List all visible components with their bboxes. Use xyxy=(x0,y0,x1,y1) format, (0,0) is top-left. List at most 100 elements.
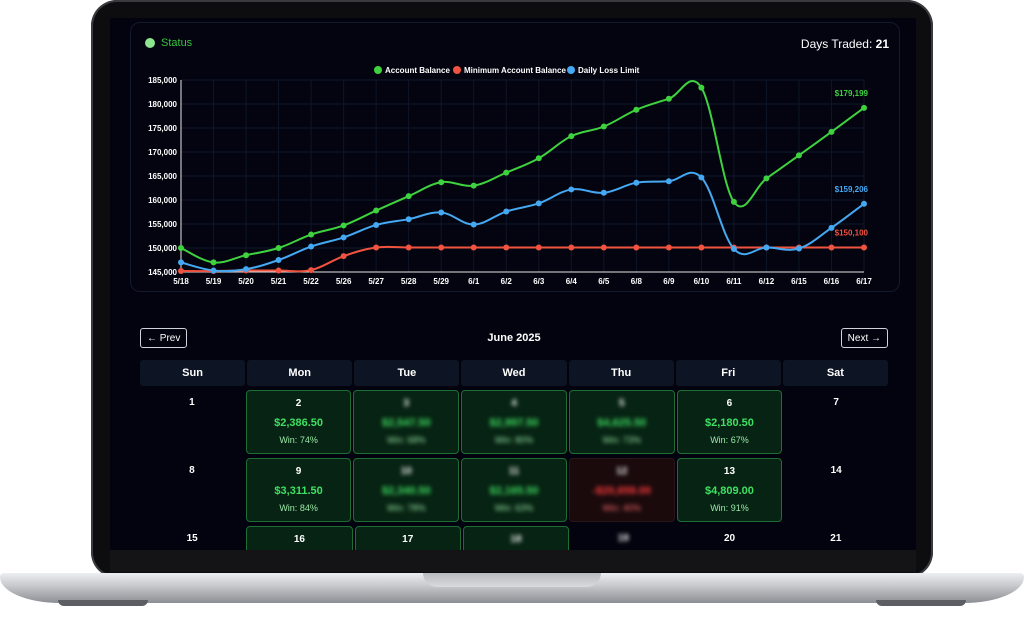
calendar-day-cell[interactable]: 13 $4,809.00 Win: 91% xyxy=(676,458,783,522)
y-tick-label: 185,000 xyxy=(148,76,177,85)
days-traded: Days Traded: 21 xyxy=(801,37,889,51)
day-number: 19 xyxy=(617,533,629,544)
day-number: 6 xyxy=(726,398,733,409)
data-point xyxy=(438,179,445,186)
day-win-rate: Win: 80% xyxy=(494,435,534,445)
calendar-header: ← Prev June 2025 Next → xyxy=(140,328,888,350)
x-tick-label: 6/11 xyxy=(726,277,742,286)
data-point xyxy=(828,128,835,135)
month-title: June 2025 xyxy=(487,332,541,344)
data-point xyxy=(308,267,315,274)
data-point xyxy=(470,221,477,228)
data-point xyxy=(503,169,510,176)
data-point xyxy=(633,244,640,251)
data-point xyxy=(438,209,445,216)
calendar-day-cell: 20 xyxy=(677,526,781,550)
legend-marker xyxy=(453,66,461,74)
calendar-day-cell[interactable]: 17 xyxy=(354,526,461,550)
calendar-day-cell[interactable]: 2 $2,386.50 Win: 74% xyxy=(245,390,352,454)
data-point xyxy=(373,244,380,251)
calendar-week-row: 1 2 $2,386.50 Win: 74% 3 $2,547.50 Win: 68% 4 $2… xyxy=(140,390,888,454)
day-number: 7 xyxy=(833,397,839,408)
day-number: 1 xyxy=(189,397,195,408)
x-tick-label: 6/8 xyxy=(631,277,643,286)
laptop-notch xyxy=(423,573,601,587)
day-number: 18 xyxy=(510,534,522,545)
x-tick-label: 5/29 xyxy=(433,277,449,286)
calendar-day-cell[interactable]: 11 $2,165.50 Win: 63% xyxy=(461,458,567,522)
data-point xyxy=(405,193,412,200)
x-tick-label: 5/22 xyxy=(303,277,319,286)
calendar-day-cell[interactable]: 9 $3,311.50 Win: 84% xyxy=(245,458,352,522)
data-point xyxy=(600,189,607,196)
prev-month-button[interactable]: ← Prev xyxy=(140,328,188,348)
data-point xyxy=(503,244,510,251)
day-number: 16 xyxy=(293,534,305,545)
x-tick-label: 6/10 xyxy=(694,277,710,286)
calendar-day-cell: 15 xyxy=(140,526,244,550)
calendar-day-cell[interactable]: 5 $4,625.50 Win: 73% xyxy=(568,390,675,454)
data-point xyxy=(600,244,607,251)
weekday-header: Sat xyxy=(782,360,888,386)
calendar-day-cell[interactable]: 18 xyxy=(462,526,570,550)
day-pnl: $2,997.50 xyxy=(489,417,539,429)
data-point xyxy=(178,245,184,251)
data-point xyxy=(275,245,282,251)
data-point xyxy=(861,200,867,207)
data-point xyxy=(568,244,575,251)
data-point xyxy=(633,106,640,113)
data-point xyxy=(795,152,802,159)
data-point xyxy=(178,259,184,266)
calendar-day-cell: 14 xyxy=(784,458,888,520)
calendar-day-cell[interactable]: 6 $2,180.50 Win: 67% xyxy=(676,390,783,454)
day-number: 2 xyxy=(295,398,302,409)
x-tick-label: 5/21 xyxy=(271,277,287,286)
day-pnl: $2,386.50 xyxy=(274,417,324,429)
laptop-foot-left xyxy=(58,600,148,606)
laptop-screen: Status Days Traded: 21 145,000 150,000 155… xyxy=(110,18,916,550)
data-point xyxy=(763,244,770,251)
data-point xyxy=(698,174,705,181)
day-win-rate: Win: 68% xyxy=(387,435,426,445)
x-tick-label: 5/20 xyxy=(238,277,254,286)
day-pnl: $4,809.00 xyxy=(704,485,754,497)
laptop-foot-right xyxy=(876,600,966,606)
status-indicator: Status xyxy=(145,37,192,49)
day-pnl: -$20,659.00 xyxy=(592,485,652,497)
legend-label: Daily Loss Limit xyxy=(578,66,640,75)
day-number: 21 xyxy=(830,533,842,544)
next-month-button[interactable]: Next → xyxy=(840,328,888,348)
data-point xyxy=(243,252,250,259)
data-point xyxy=(210,267,217,274)
y-tick-label: 145,000 xyxy=(148,268,177,277)
data-point xyxy=(340,222,347,229)
day-number: 8 xyxy=(189,465,195,476)
calendar-day-cell: 7 xyxy=(784,390,888,452)
data-point xyxy=(470,244,477,251)
day-number: 3 xyxy=(403,398,410,409)
data-point xyxy=(503,208,510,215)
chart-card: Status Days Traded: 21 145,000 150,000 155… xyxy=(130,22,900,292)
data-point xyxy=(373,221,380,228)
y-tick-label: 165,000 xyxy=(148,172,177,181)
day-number: 5 xyxy=(618,398,625,409)
x-tick-label: 6/15 xyxy=(791,277,807,286)
day-number: 11 xyxy=(508,466,520,477)
balance-chart: 145,000 150,000 155,000 160,000 165,000 170,0… xyxy=(148,66,872,286)
data-point xyxy=(438,244,445,251)
data-point xyxy=(405,216,412,223)
series-end-label: $159,206 xyxy=(835,185,869,194)
calendar-grid: Sun Mon Tue Wed Thu Fri Sat 1 2 $2,386.50 Win: 74… xyxy=(140,360,888,550)
calendar-day-cell: 1 xyxy=(140,390,244,452)
day-win-rate: Win: 84% xyxy=(279,503,318,513)
series-line xyxy=(180,245,864,273)
calendar-day-cell[interactable]: 4 $2,997.50 Win: 80% xyxy=(461,390,567,454)
calendar-day-cell[interactable]: 3 $2,547.50 Win: 68% xyxy=(353,390,460,454)
x-tick-label: 6/12 xyxy=(759,277,775,286)
data-point xyxy=(275,267,282,274)
calendar-day-cell[interactable]: 10 $2,340.50 Win: 78% xyxy=(353,458,460,522)
x-tick-label: 6/1 xyxy=(468,277,480,286)
calendar-day-cell[interactable]: 16 xyxy=(246,526,353,550)
calendar-day-cell[interactable]: 12 -$20,659.00 Win: 40% xyxy=(568,458,675,522)
day-number: 4 xyxy=(511,398,517,409)
